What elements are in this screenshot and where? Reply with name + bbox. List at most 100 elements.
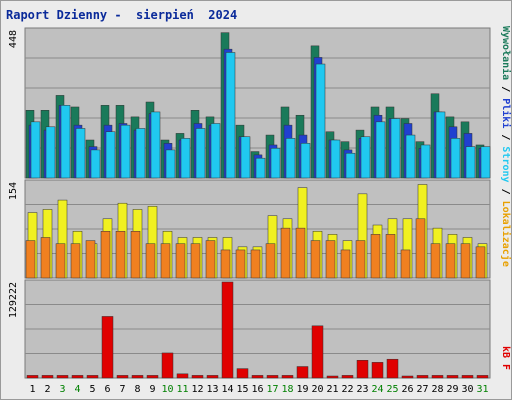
legend-kb: kB F — [500, 346, 511, 370]
bar-odwiedziny — [175, 243, 186, 279]
x-tick-label: 20 — [311, 384, 323, 395]
bar-odwiedziny — [190, 243, 201, 279]
bar-strony — [345, 152, 356, 179]
bar-strony — [225, 52, 236, 179]
bar-odwiedziny — [70, 243, 81, 279]
panel-bottom: 129222 — [8, 279, 491, 379]
bar-odwiedziny — [85, 240, 96, 279]
bar-strony — [300, 143, 311, 179]
bar-kb — [41, 375, 54, 379]
x-tick-label: 5 — [89, 384, 95, 395]
panel-middle: 154 — [8, 179, 491, 279]
bar-strony — [330, 139, 341, 179]
bar-kb — [296, 366, 309, 379]
bar-strony — [315, 63, 326, 179]
page-title: Raport Dzienny - sierpień 2024 — [6, 8, 238, 22]
legend-entry: / — [500, 128, 511, 146]
bar-odwiedziny — [355, 240, 366, 279]
bar-strony — [450, 138, 461, 179]
bar-kb — [371, 362, 384, 379]
bar-odwiedziny — [40, 237, 51, 279]
bar-strony — [465, 146, 476, 179]
bar-kb — [431, 375, 444, 379]
bar-odwiedziny — [250, 249, 261, 279]
bar-kb — [56, 375, 69, 379]
y-axis-max-label: 129222 — [8, 282, 19, 318]
bar-kb — [476, 375, 489, 379]
bar-strony — [90, 149, 101, 179]
legend-series: Wywołania / Pliki / Strony / Lokalizacje — [500, 26, 512, 267]
bar-strony — [195, 128, 206, 179]
bar-kb — [71, 375, 84, 379]
bar-odwiedziny — [385, 234, 396, 279]
x-tick-label: 22 — [341, 384, 353, 395]
bar-kb — [311, 325, 324, 379]
bar-strony — [210, 123, 221, 179]
bar-kb — [26, 375, 39, 379]
bar-odwiedziny — [400, 249, 411, 279]
x-tick-label: 13 — [206, 384, 218, 395]
bar-strony — [270, 148, 281, 179]
bar-odwiedziny — [295, 227, 306, 279]
bar-odwiedziny — [235, 249, 246, 279]
bar-odwiedziny — [55, 243, 66, 279]
bar-kb — [116, 375, 129, 379]
x-tick-label: 9 — [149, 384, 155, 395]
bar-strony — [420, 144, 431, 179]
bar-strony — [30, 121, 41, 179]
bar-odwiedziny — [370, 234, 381, 279]
bar-strony — [375, 121, 386, 179]
legend-entry: / — [500, 80, 511, 98]
bar-odwiedziny — [445, 243, 456, 279]
bar-odwiedziny — [340, 249, 351, 279]
bar-odwiedziny — [145, 243, 156, 279]
x-tick-label: 19 — [296, 384, 308, 395]
x-tick-label: 2 — [44, 384, 50, 395]
bar-odwiedziny — [475, 246, 486, 279]
bar-strony — [45, 126, 56, 179]
legend-bottom: kB F — [500, 346, 511, 370]
bar-odwiedziny — [205, 240, 216, 279]
x-tick-label: 18 — [281, 384, 293, 395]
legend-entry: Wywołania — [500, 26, 512, 80]
y-axis-max-label: 154 — [8, 182, 19, 200]
bar-kb — [236, 368, 249, 379]
legend-entry: / — [500, 183, 511, 201]
x-tick-label: 14 — [221, 384, 233, 395]
x-tick-label: 15 — [236, 384, 248, 395]
bar-strony — [360, 136, 371, 179]
x-tick-label: 3 — [59, 384, 65, 395]
bar-kb — [356, 360, 369, 379]
x-tick-label: 4 — [74, 384, 80, 395]
legend-right: Wywołania / Pliki / Strony / Lokalizacje — [500, 26, 512, 267]
y-axis-max-label: 448 — [8, 30, 19, 48]
x-tick-label: 16 — [251, 384, 263, 395]
bar-odwiedziny — [100, 230, 111, 279]
bar-strony — [255, 157, 266, 179]
x-tick-label: 26 — [401, 384, 413, 395]
x-tick-label: 24 — [371, 384, 383, 395]
x-tick-label: 8 — [134, 384, 140, 395]
bar-strony — [60, 105, 71, 179]
bar-strony — [240, 136, 251, 179]
x-tick-label: 31 — [476, 384, 488, 395]
x-tick-label: 17 — [266, 384, 278, 395]
bar-kb — [416, 375, 429, 379]
bar-odwiedziny — [280, 227, 291, 279]
bar-kb — [146, 375, 159, 379]
bar-kb — [131, 375, 144, 379]
legend-entry: Strony — [500, 146, 511, 182]
x-tick-label: 10 — [161, 384, 173, 395]
x-tick-label: 21 — [326, 384, 338, 395]
legend-entry: Lokalizacje — [500, 201, 512, 267]
x-tick-label: 25 — [386, 384, 398, 395]
bar-kb — [86, 375, 99, 379]
bar-odwiedziny — [130, 230, 141, 279]
x-tick-label: 6 — [104, 384, 110, 395]
bar-strony — [180, 138, 191, 179]
bar-strony — [135, 128, 146, 179]
bar-odwiedziny — [25, 240, 36, 279]
bar-strony — [405, 134, 416, 179]
bar-strony — [105, 131, 116, 179]
bar-odwiedziny — [430, 243, 441, 279]
